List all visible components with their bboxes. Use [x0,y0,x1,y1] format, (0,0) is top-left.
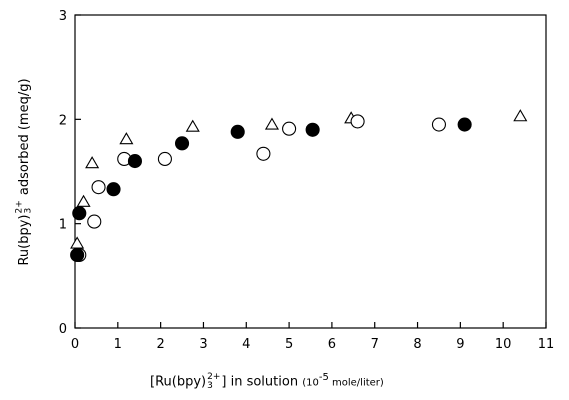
triangle-marker [185,119,200,132]
x-tick-label: 11 [538,337,555,352]
x-axis-label-main: [Ru(bpy) [150,374,207,390]
filled-circle-marker [127,154,142,169]
open-circle-marker [256,146,271,161]
x-axis-label-unit: mole/liter) [328,377,384,389]
x-axis-label-unit-open: (10 [302,377,319,389]
y-axis-label-main: Ru(bpy) [17,214,33,266]
filled-circle-marker [72,206,87,221]
filled-circle-marker [305,122,320,137]
x-tick-label: 9 [456,337,464,352]
x-axis-label-exponent: -5 [318,372,329,383]
y-axis-label: Ru(bpy) 2+ 3 adsorbed (meq/g) [15,77,34,266]
x-axis-label-supsub: 2+ 3 [207,371,221,391]
x-tick-label: 10 [495,337,512,352]
filled-circle-marker [70,247,85,263]
filled-circle-marker [230,124,245,139]
x-tick-label: 2 [156,337,164,352]
y-axis-label-sub: 3 [24,207,34,213]
triangle-marker [264,117,280,130]
x-tick-label: 4 [242,337,250,352]
filled-circle-marker [106,182,121,197]
y-axis-label-container: Ru(bpy) 2+ 3 adsorbed (meq/g) [12,15,38,328]
open-circle-marker [91,180,106,195]
x-tick-label: 7 [371,337,379,352]
open-circle-marker [282,121,297,136]
x-tick-label: 0 [71,337,79,352]
y-tick-label: 0 [59,322,67,337]
x-tick-label: 6 [328,337,336,352]
tick-labels: 0 1 2 3 4 5 6 7 8 9 10 11 0 1 2 3 [59,9,555,352]
triangle-marker [119,132,134,145]
x-tick-label: 8 [413,337,421,352]
y-axis-label-supsub: 2+ 3 [15,200,34,213]
x-tick-label: 1 [114,337,122,352]
y-axis-label-rest: adsorbed (meq/g) [17,77,33,199]
open-circle-marker [157,151,172,167]
open-circle-marker [431,117,447,132]
y-tick-label: 2 [59,113,67,128]
filled-circle-marker [457,117,472,132]
triangle-marker [70,236,85,249]
open-circle-marker [350,114,365,129]
data-points [70,109,528,263]
x-axis-label-sup: 2+ [207,371,221,382]
x-axis-label-close: ] [221,374,227,390]
y-tick-label: 1 [59,218,67,233]
y-tick-label: 3 [59,9,67,24]
x-tick-label: 3 [199,337,207,352]
axis-ticks [74,14,547,329]
triangle-marker [513,109,528,122]
triangle-marker [76,194,91,207]
x-tick-label: 5 [285,337,293,352]
plot-frame [74,14,547,329]
x-axis-label: [Ru(bpy) 2+ 3] in solution (10-5 mole/lite… [150,372,540,391]
x-axis-label-sub: 3 [207,380,213,391]
x-axis-label-middle: in solution [226,374,303,390]
triangle-marker [85,156,100,169]
open-circle-marker [87,214,102,229]
filled-circle-marker [174,136,190,151]
